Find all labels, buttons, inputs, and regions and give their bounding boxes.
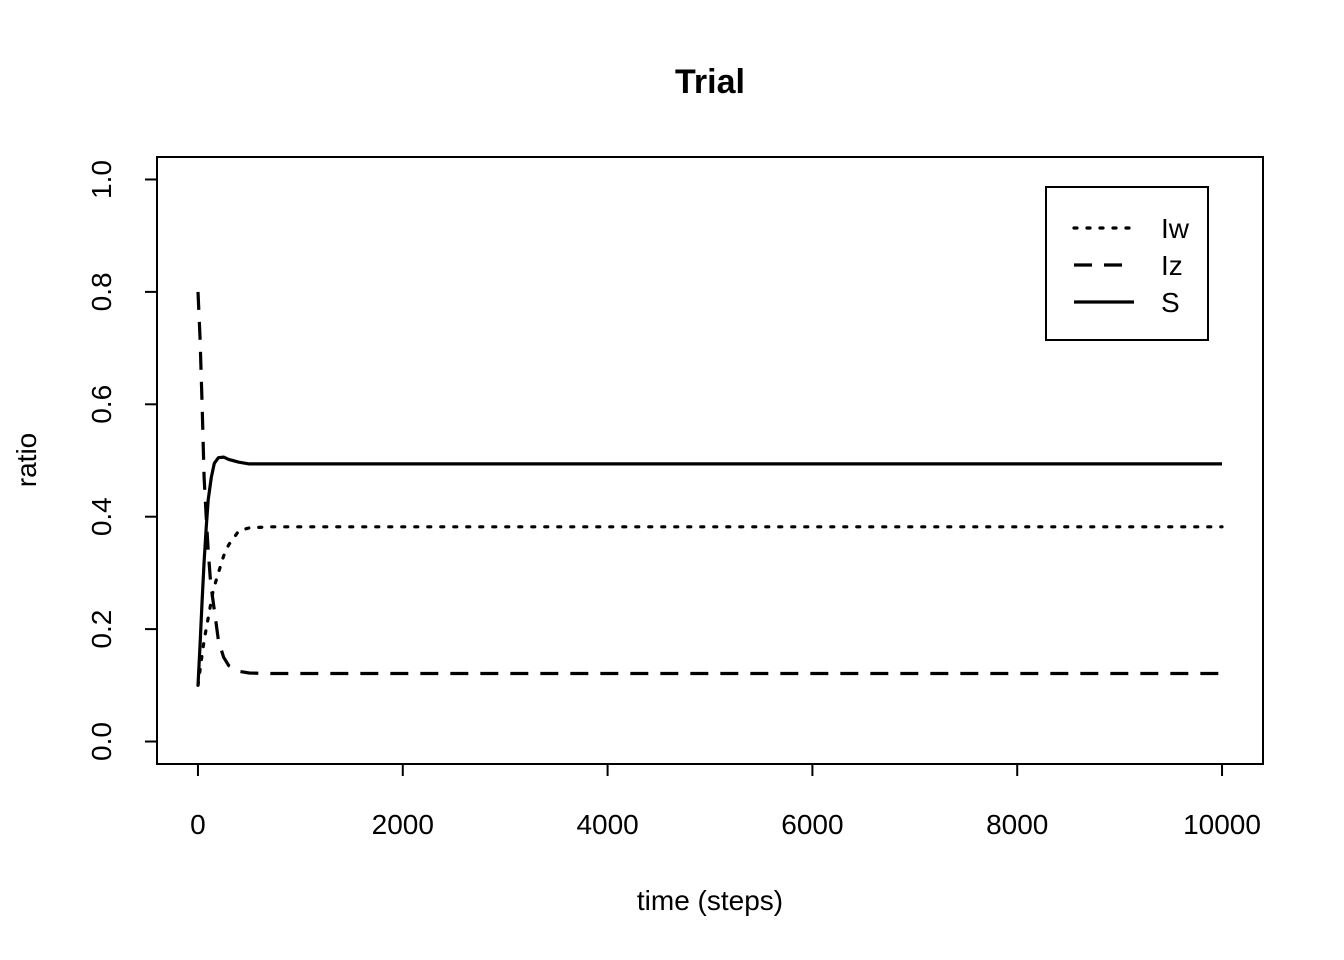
legend-box bbox=[1045, 186, 1209, 341]
x-tick-label: 8000 bbox=[986, 809, 1048, 840]
y-axis: 0.0 0.2 0.4 0.6 0.8 1.0 bbox=[86, 160, 158, 761]
y-tick-label: 0.4 bbox=[86, 497, 117, 536]
y-tick-label: 0.2 bbox=[86, 610, 117, 649]
y-tick-label: 0.0 bbox=[86, 722, 117, 761]
y-tick-label: 1.0 bbox=[86, 160, 117, 199]
x-tick-label: 0 bbox=[190, 809, 206, 840]
x-axis: 0 2000 4000 6000 8000 10000 bbox=[190, 763, 1261, 840]
legend-label-iz: Iz bbox=[1161, 250, 1183, 281]
legend: Iw Iz S bbox=[1045, 186, 1209, 341]
series-layer bbox=[196, 291, 1224, 687]
legend-label-iw: Iw bbox=[1161, 213, 1190, 244]
x-axis-label: time (steps) bbox=[637, 885, 783, 916]
series-line-iz bbox=[196, 291, 1222, 676]
series-line-iw bbox=[196, 525, 1224, 687]
x-tick-label: 2000 bbox=[372, 809, 434, 840]
y-axis-label: ratio bbox=[11, 433, 42, 487]
y-tick-label: 0.6 bbox=[86, 385, 117, 424]
chart-title: Trial bbox=[675, 63, 745, 101]
x-tick-label: 10000 bbox=[1183, 809, 1261, 840]
legend-label-s: S bbox=[1161, 287, 1180, 318]
x-tick-label: 6000 bbox=[781, 809, 843, 840]
x-tick-label: 4000 bbox=[576, 809, 638, 840]
y-tick-label: 0.8 bbox=[86, 272, 117, 311]
series-line-s bbox=[196, 455, 1222, 686]
